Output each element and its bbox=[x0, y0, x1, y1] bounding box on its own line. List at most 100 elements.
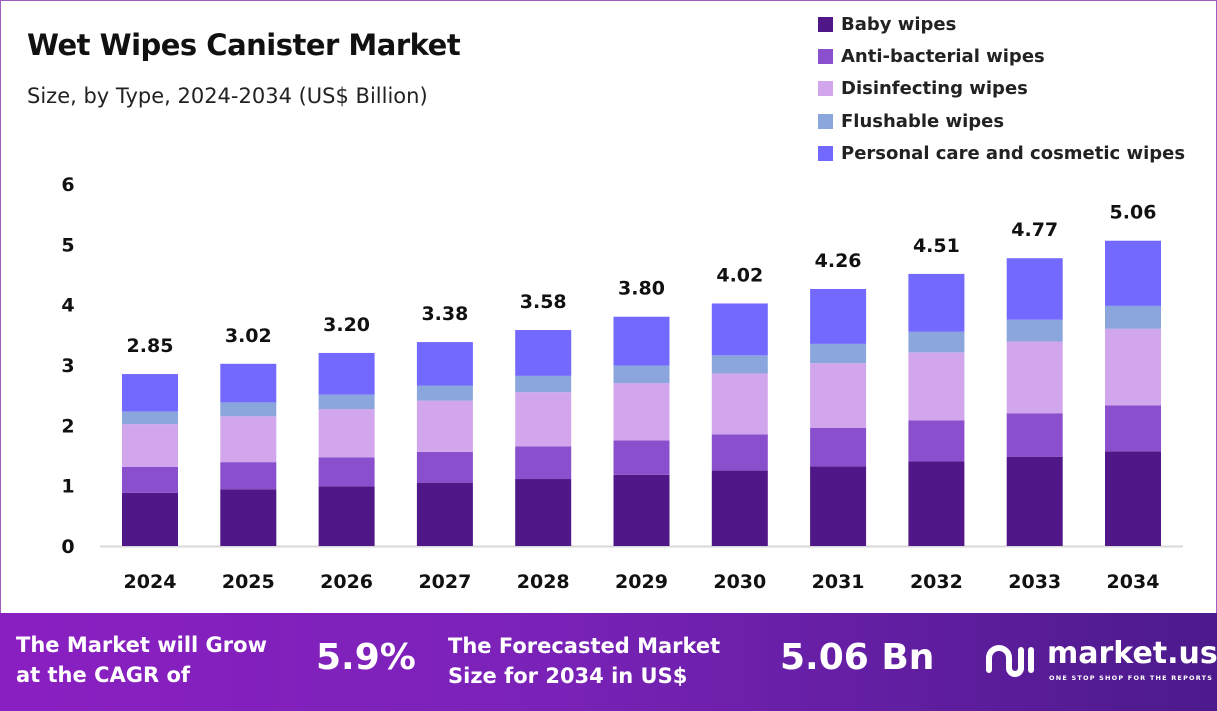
bar-segment-personal-care-and-cosmetic-wipes bbox=[515, 330, 572, 376]
y-tick-label: 5 bbox=[61, 234, 74, 256]
x-tick-label: 2026 bbox=[320, 571, 373, 593]
legend-label: Personal care and cosmetic wipes bbox=[841, 142, 1186, 164]
cagr-value: 5.9% bbox=[316, 637, 416, 678]
cagr-label-line2: at the CAGR of bbox=[16, 663, 191, 687]
legend-label: Anti-bacterial wipes bbox=[841, 45, 1045, 67]
bar-segment-disinfecting-wipes bbox=[613, 383, 670, 441]
legend-item: Disinfecting wipes bbox=[818, 73, 1185, 105]
x-tick-label: 2032 bbox=[910, 571, 963, 593]
bar-segment-flushable-wipes bbox=[220, 402, 277, 417]
cagr-label: The Market will Grow at the CAGR of bbox=[16, 630, 267, 690]
legend-swatch bbox=[818, 113, 833, 129]
chart-subtitle: Size, by Type, 2024-2034 (US$ Billion) bbox=[27, 84, 428, 108]
bar-segment-baby-wipes bbox=[908, 461, 965, 546]
bar-segment-disinfecting-wipes bbox=[1006, 341, 1063, 414]
logo-name: market.us bbox=[1047, 636, 1217, 671]
bar-segment-personal-care-and-cosmetic-wipes bbox=[908, 273, 965, 332]
y-tick-label: 4 bbox=[61, 295, 74, 317]
legend-swatch bbox=[818, 48, 833, 64]
total-data-label: 4.77 bbox=[1011, 219, 1058, 241]
bar-segment-baby-wipes bbox=[220, 489, 277, 546]
legend-item: Personal care and cosmetic wipes bbox=[818, 137, 1185, 169]
bar-segment-personal-care-and-cosmetic-wipes bbox=[416, 342, 473, 386]
y-tick-label: 2 bbox=[61, 415, 74, 437]
forecast-value: 5.06 Bn bbox=[780, 637, 935, 678]
bar-segment-anti-bacterial-wipes bbox=[122, 466, 178, 493]
forecast-label: The Forecasted Market Size for 2034 in U… bbox=[448, 631, 720, 691]
bar-segment-anti-bacterial-wipes bbox=[220, 462, 277, 490]
total-data-label: 5.06 bbox=[1110, 202, 1157, 224]
chart-title: Wet Wipes Canister Market bbox=[27, 28, 461, 62]
cagr-label-line1: The Market will Grow bbox=[16, 633, 267, 657]
market-us-logo: market.us ONE STOP SHOP FOR THE REPORTS bbox=[985, 636, 1217, 688]
legend-swatch bbox=[818, 16, 833, 32]
bar-segment-anti-bacterial-wipes bbox=[711, 434, 768, 471]
bar-segment-personal-care-and-cosmetic-wipes bbox=[711, 303, 768, 356]
bar-segment-baby-wipes bbox=[711, 470, 768, 546]
legend-swatch bbox=[818, 145, 833, 161]
bar-segment-flushable-wipes bbox=[908, 331, 965, 353]
bar-segment-disinfecting-wipes bbox=[711, 373, 768, 435]
total-data-label: 3.80 bbox=[618, 278, 665, 300]
bar-segment-baby-wipes bbox=[515, 479, 572, 546]
bar-segment-personal-care-and-cosmetic-wipes bbox=[1006, 258, 1063, 320]
legend-item: Baby wipes bbox=[818, 8, 1185, 40]
x-tick-label: 2033 bbox=[1008, 571, 1061, 593]
bar-segment-anti-bacterial-wipes bbox=[1006, 413, 1063, 457]
bar-segment-disinfecting-wipes bbox=[416, 400, 473, 452]
x-tick-label: 2030 bbox=[713, 571, 766, 593]
x-tick-label: 2029 bbox=[615, 571, 668, 593]
legend-label: Disinfecting wipes bbox=[841, 78, 1028, 100]
legend-item: Flushable wipes bbox=[818, 105, 1185, 137]
bar-segment-flushable-wipes bbox=[515, 375, 572, 393]
bar-segment-flushable-wipes bbox=[416, 385, 473, 401]
bar-segment-personal-care-and-cosmetic-wipes bbox=[220, 363, 277, 403]
bar-segment-personal-care-and-cosmetic-wipes bbox=[122, 374, 178, 412]
bar-segment-flushable-wipes bbox=[810, 343, 867, 364]
total-data-label: 4.51 bbox=[913, 235, 960, 257]
y-tick-label: 0 bbox=[61, 536, 74, 558]
y-tick-label: 3 bbox=[61, 355, 74, 377]
bar-segment-anti-bacterial-wipes bbox=[515, 446, 572, 480]
y-tick-label: 1 bbox=[61, 476, 74, 498]
bar-segment-baby-wipes bbox=[1006, 456, 1063, 546]
bar-segment-disinfecting-wipes bbox=[515, 392, 572, 447]
total-data-label: 4.02 bbox=[716, 264, 763, 286]
bar-segment-anti-bacterial-wipes bbox=[908, 420, 965, 462]
x-tick-label: 2028 bbox=[517, 571, 570, 593]
bar-segment-flushable-wipes bbox=[711, 355, 768, 374]
forecast-label-line1: The Forecasted Market bbox=[448, 634, 721, 658]
bar-segment-baby-wipes bbox=[318, 486, 375, 546]
bar-segment-anti-bacterial-wipes bbox=[416, 451, 473, 483]
total-data-label: 3.58 bbox=[520, 291, 567, 313]
logo-tagline: ONE STOP SHOP FOR THE REPORTS bbox=[1049, 674, 1214, 682]
bar-segment-personal-care-and-cosmetic-wipes bbox=[1105, 240, 1161, 306]
bar-segment-flushable-wipes bbox=[122, 411, 178, 425]
bar-segment-disinfecting-wipes bbox=[220, 416, 277, 463]
bar-segment-personal-care-and-cosmetic-wipes bbox=[318, 352, 375, 395]
bar-segment-anti-bacterial-wipes bbox=[810, 427, 867, 467]
x-tick-label: 2031 bbox=[812, 571, 865, 593]
total-data-label: 4.26 bbox=[815, 250, 862, 272]
legend: Baby wipes Anti-bacterial wipes Disinfecti… bbox=[818, 8, 1185, 169]
total-data-label: 3.20 bbox=[323, 314, 370, 336]
legend-label: Flushable wipes bbox=[841, 110, 1005, 132]
x-tick-label: 2027 bbox=[418, 571, 471, 593]
bar-segment-baby-wipes bbox=[1105, 451, 1161, 546]
x-tick-label: 2024 bbox=[124, 571, 177, 593]
legend-label: Baby wipes bbox=[841, 13, 957, 35]
summary-banner: The Market will Grow at the CAGR of 5.9%… bbox=[0, 613, 1217, 711]
bar-segment-flushable-wipes bbox=[318, 394, 375, 410]
bar-segment-flushable-wipes bbox=[1105, 305, 1161, 329]
legend-item: Anti-bacterial wipes bbox=[818, 40, 1185, 72]
bar-segment-disinfecting-wipes bbox=[810, 363, 867, 428]
y-tick-label: 6 bbox=[61, 174, 74, 196]
bar-segment-baby-wipes bbox=[613, 474, 670, 546]
market-us-logo-icon bbox=[986, 645, 1034, 677]
bar-segment-flushable-wipes bbox=[613, 365, 670, 384]
bar-segment-baby-wipes bbox=[810, 466, 867, 546]
forecast-label-line2: Size for 2034 in US$ bbox=[448, 664, 688, 688]
x-tick-label: 2025 bbox=[222, 571, 275, 593]
bar-segment-disinfecting-wipes bbox=[122, 424, 178, 467]
bar-segment-disinfecting-wipes bbox=[908, 352, 965, 421]
